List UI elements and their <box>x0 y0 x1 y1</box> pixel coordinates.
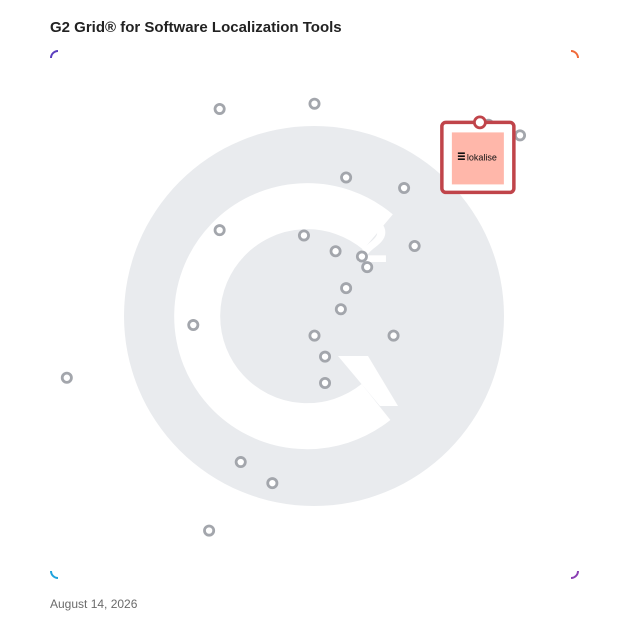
report-date: August 14, 2026 <box>50 597 138 611</box>
data-point[interactable] <box>297 229 310 242</box>
data-point[interactable] <box>334 303 347 316</box>
data-point[interactable] <box>387 329 400 342</box>
data-point[interactable] <box>266 477 279 490</box>
data-point[interactable] <box>340 282 353 295</box>
data-point[interactable] <box>398 182 411 195</box>
data-point[interactable] <box>213 224 226 237</box>
product-logo-text: lokalise <box>467 152 497 162</box>
data-point[interactable] <box>308 329 321 342</box>
data-point[interactable] <box>234 456 247 469</box>
quadrant-dividers <box>51 51 578 578</box>
data-point[interactable] <box>319 350 332 363</box>
data-point[interactable] <box>60 371 73 384</box>
data-point[interactable] <box>355 250 368 263</box>
highlight-point[interactable] <box>472 115 487 130</box>
lokalise-logo-icon <box>457 152 465 160</box>
data-point[interactable] <box>361 261 374 274</box>
data-point[interactable] <box>514 129 527 142</box>
data-point[interactable] <box>213 102 226 115</box>
data-point[interactable] <box>187 319 200 332</box>
data-point[interactable] <box>340 171 353 184</box>
data-point[interactable] <box>308 97 321 110</box>
chart-title: G2 Grid® for Software Localization Tools <box>50 19 342 36</box>
data-point[interactable] <box>319 377 332 390</box>
data-point[interactable] <box>203 524 216 537</box>
data-point[interactable] <box>408 239 421 252</box>
data-point[interactable] <box>329 245 342 258</box>
highlighted-product[interactable]: lokalise <box>440 115 516 195</box>
